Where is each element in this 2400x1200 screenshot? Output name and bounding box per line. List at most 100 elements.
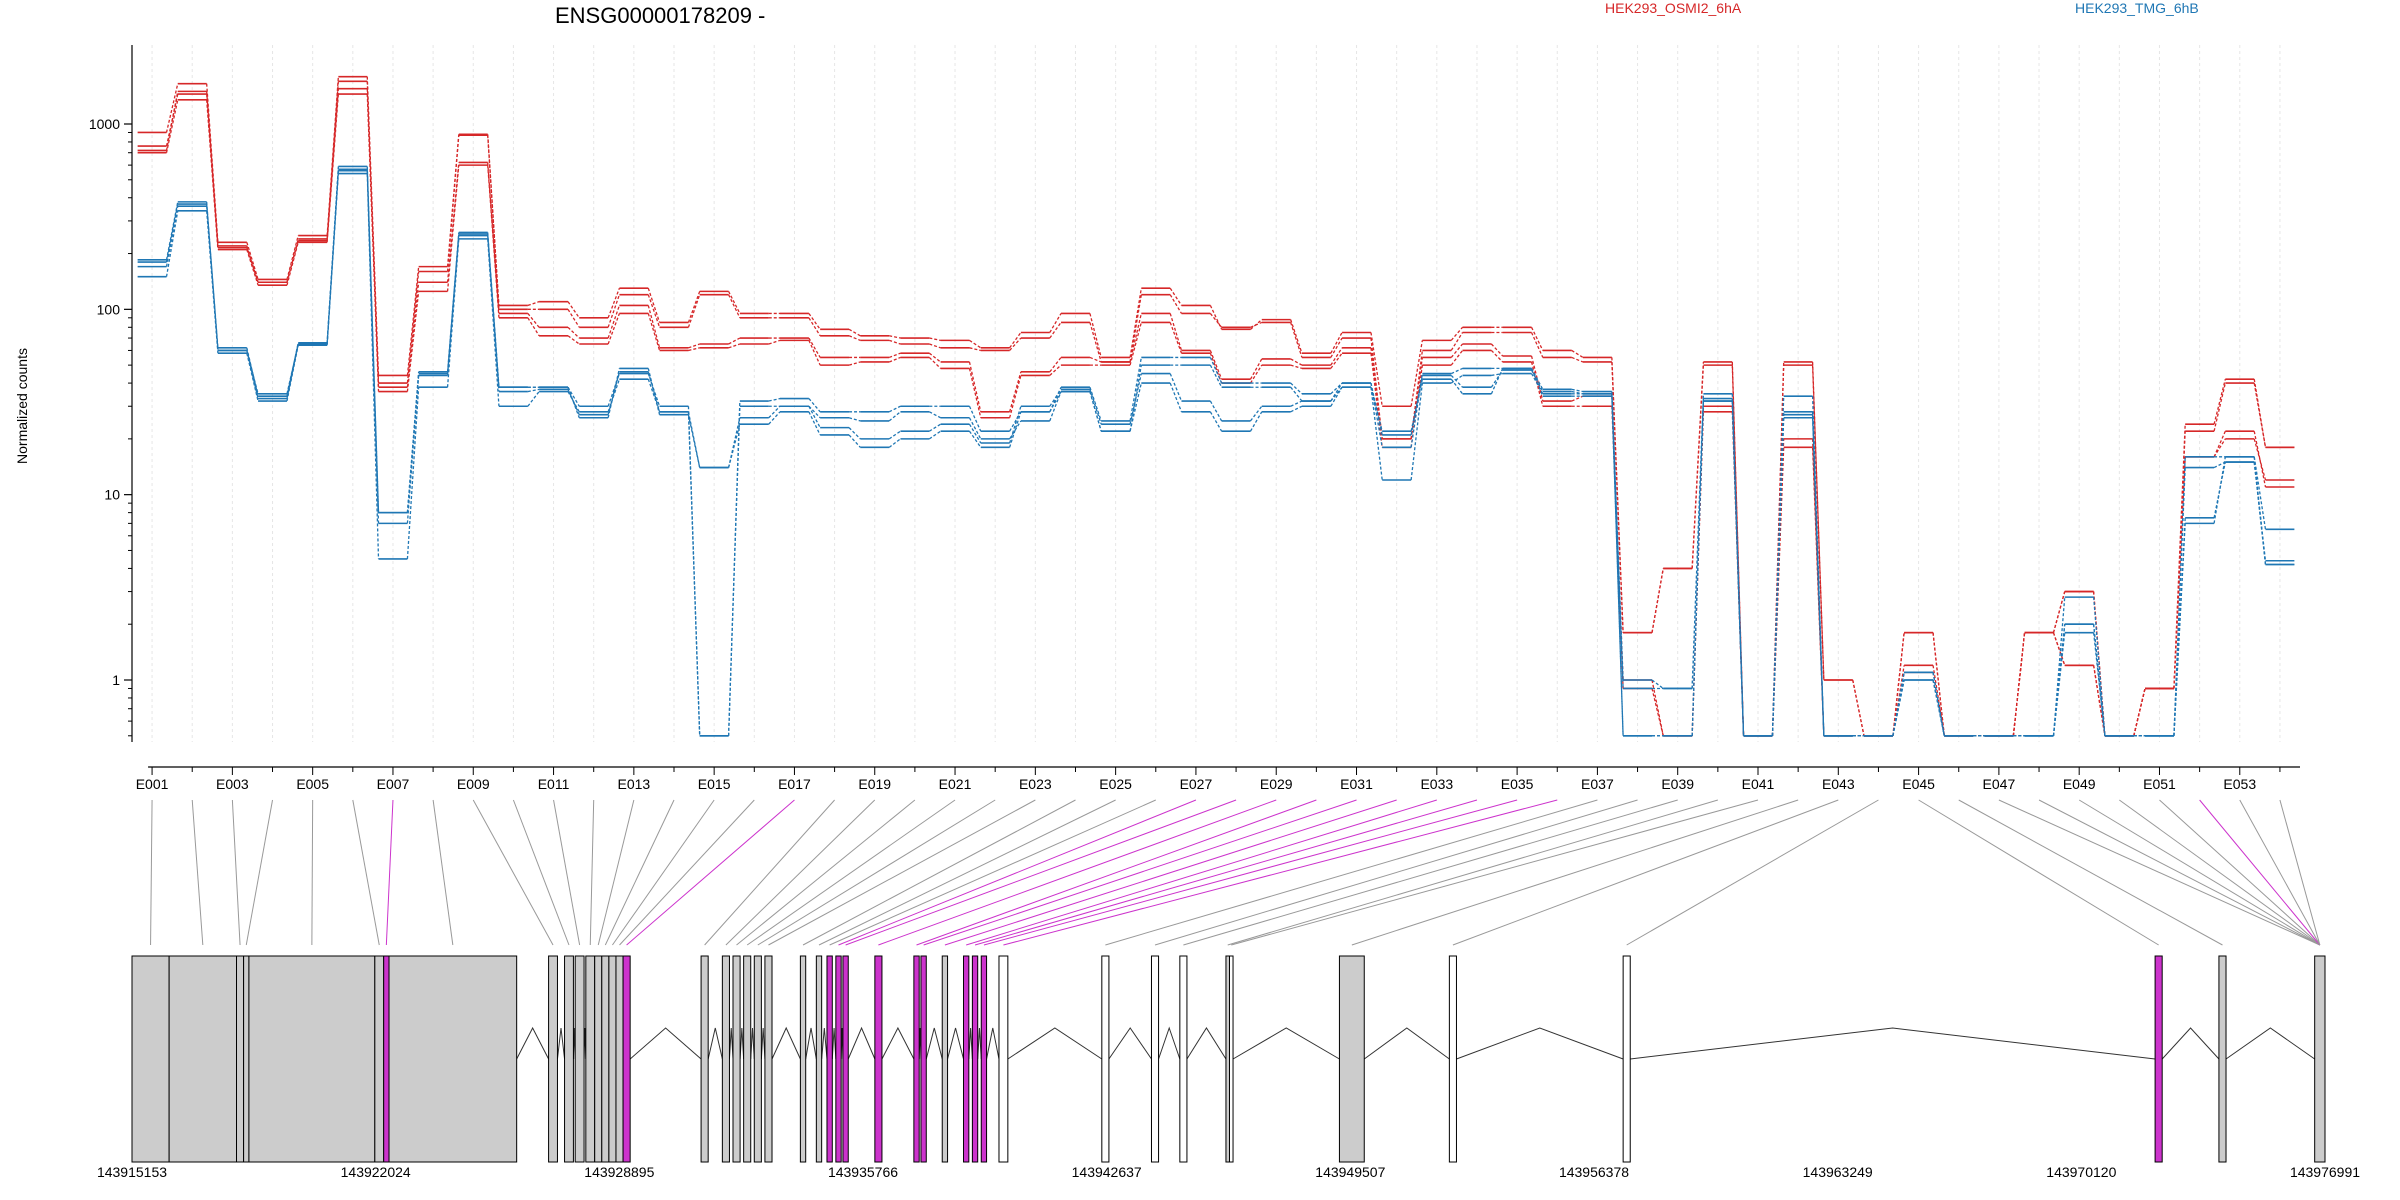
exon-block: [941, 955, 949, 1163]
intron-line: [1108, 1027, 1152, 1060]
series-connector: [647, 313, 661, 351]
series-connector: [1089, 322, 1102, 363]
intron-line: [925, 1027, 943, 1060]
series-connector: [1049, 391, 1062, 413]
series-connector: [1571, 356, 1584, 363]
series-connector: [1009, 371, 1022, 412]
intron-line: [881, 1026, 915, 1060]
series-connector: [1731, 401, 1745, 736]
coordinate-label: 143949507: [1315, 1164, 1385, 1180]
plot-gridlines: [151, 45, 2281, 742]
exon-connector: [472, 799, 554, 946]
series-connector: [889, 335, 901, 339]
exon-connector: [1154, 799, 1638, 946]
series-connector: [487, 134, 500, 306]
series-connector: [2253, 379, 2267, 448]
series-connector: [1009, 420, 1022, 440]
exon-connector: [845, 799, 1237, 946]
exon-connector: [966, 799, 1437, 946]
series-connector: [1450, 378, 1464, 395]
exon-connector: [1626, 799, 1879, 946]
exon-connector: [1452, 799, 1839, 946]
series-connector: [1330, 352, 1343, 369]
exon-block: [732, 955, 741, 1163]
series-connector: [567, 386, 580, 407]
exon-connector: [231, 799, 241, 946]
series-connector: [406, 282, 420, 388]
exon-connector: [1918, 799, 2159, 946]
intron-line: [629, 1027, 702, 1060]
series-connector: [246, 350, 259, 399]
series-connector: [848, 434, 861, 448]
series-connector: [2012, 632, 2026, 736]
x-tick-label: E035: [1501, 776, 1534, 792]
series-connector: [1530, 332, 1544, 358]
series-connector: [406, 271, 420, 384]
intron-line: [750, 1027, 755, 1060]
exon-connector: [878, 799, 1277, 946]
series-connector: [848, 361, 861, 366]
exon-connector: [746, 799, 956, 946]
series-connector: [1450, 343, 1464, 358]
intron-line: [968, 1027, 973, 1060]
series-connector: [1209, 305, 1223, 330]
series-connector: [1811, 417, 1825, 736]
exon-block: [608, 955, 617, 1163]
series-connector: [888, 430, 901, 440]
exon-block: [764, 955, 773, 1163]
series-connector: [687, 406, 701, 736]
exon-block: [548, 955, 558, 1163]
series-connector: [2173, 424, 2186, 689]
series-connector: [1571, 349, 1584, 359]
series-line: [137, 168, 2295, 737]
series-connector: [2213, 438, 2226, 458]
exon-connectors: [150, 799, 2321, 946]
series-connector: [768, 405, 781, 419]
series-connector: [1249, 364, 1263, 384]
coordinate-label: 143963249: [1803, 1164, 1873, 1180]
x-tick-label: E027: [1180, 776, 1213, 792]
exon-connector: [604, 799, 675, 946]
series-connector: [1450, 367, 1463, 375]
series-connector: [647, 305, 661, 348]
series-connector: [1290, 405, 1303, 413]
exon-block: [1448, 955, 1457, 1163]
series-connector: [1691, 401, 1705, 689]
series-connector: [1169, 373, 1183, 402]
series-connector: [1410, 375, 1424, 436]
series-connector: [1651, 688, 1664, 736]
x-tick-label: E029: [1260, 776, 1293, 792]
exon-connector: [838, 799, 1197, 946]
series-connector: [1049, 386, 1062, 413]
series-connector: [969, 347, 981, 352]
exon-block: [721, 955, 730, 1163]
exon-connector: [2078, 799, 2321, 946]
series-connector: [326, 169, 340, 343]
series-connector: [728, 343, 741, 349]
series-connector: [446, 235, 460, 376]
series-connector: [968, 361, 982, 412]
series-connector: [1410, 357, 1424, 439]
series-connector: [607, 305, 621, 339]
series-connector: [326, 88, 340, 241]
series-connector: [1611, 393, 1624, 736]
x-tick-label: E007: [377, 776, 410, 792]
coordinate-label: 143942637: [1072, 1164, 1142, 1180]
intron-line: [1456, 1027, 1624, 1060]
exon-connector: [2038, 799, 2321, 946]
series-connector: [1089, 313, 1102, 358]
series-connector: [1209, 411, 1223, 432]
series-connector: [1410, 383, 1424, 481]
series-connector: [888, 405, 901, 413]
series-connector: [727, 406, 741, 736]
series-connector: [1490, 343, 1504, 357]
series-connector: [888, 339, 901, 345]
intron-line: [728, 1027, 734, 1060]
series-connector: [567, 308, 580, 328]
series-connector: [1932, 632, 1945, 736]
series-connector: [1249, 411, 1263, 432]
series-connector: [527, 317, 540, 337]
y-axis-label: Normalized counts: [14, 348, 30, 464]
exon-connector: [626, 799, 795, 946]
series-connector: [2253, 461, 2267, 561]
